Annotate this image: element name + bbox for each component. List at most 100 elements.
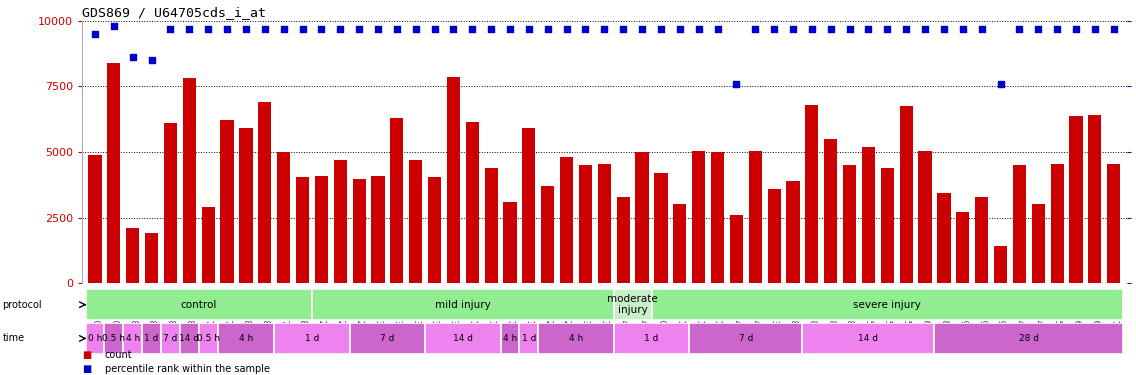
Text: 4 h: 4 h	[503, 334, 517, 343]
Bar	[391, 118, 403, 283]
Point	[236, 26, 254, 32]
Text: ■: ■	[82, 364, 91, 374]
Bar	[900, 106, 913, 283]
Point	[1029, 26, 1047, 32]
Point	[709, 26, 727, 32]
Point	[972, 26, 991, 32]
Bar	[975, 196, 988, 283]
Bar	[220, 120, 234, 283]
Point	[426, 26, 444, 32]
Point	[1086, 26, 1104, 32]
Bar	[749, 150, 762, 283]
Point	[218, 26, 236, 32]
Bar	[598, 164, 611, 283]
Bar	[613, 290, 652, 320]
Text: severe injury: severe injury	[853, 300, 921, 310]
Text: ■: ■	[82, 350, 91, 360]
Point	[690, 26, 708, 32]
Text: moderate
injury: moderate injury	[608, 294, 658, 315]
Bar	[541, 186, 554, 283]
Bar	[519, 323, 538, 354]
Point	[86, 31, 105, 37]
Point	[350, 26, 368, 32]
Bar	[786, 181, 800, 283]
Point	[746, 26, 765, 32]
Text: time: time	[2, 333, 24, 344]
Bar	[179, 323, 199, 354]
Text: GDS869 / U64705cds_i_at: GDS869 / U64705cds_i_at	[82, 6, 266, 20]
Point	[1049, 26, 1067, 32]
Point	[105, 23, 123, 29]
Bar	[295, 177, 309, 283]
Text: 7 d: 7 d	[738, 334, 753, 343]
Bar	[85, 323, 105, 354]
Bar	[674, 204, 686, 283]
Bar	[126, 228, 140, 283]
Bar	[274, 323, 350, 354]
Bar	[935, 323, 1124, 354]
Bar	[350, 323, 425, 354]
Point	[407, 26, 425, 32]
Text: 4 h: 4 h	[126, 334, 140, 343]
Bar	[802, 323, 935, 354]
Text: 14 d: 14 d	[859, 334, 878, 343]
Point	[199, 26, 217, 32]
Bar	[503, 202, 517, 283]
Bar	[85, 290, 312, 320]
Point	[670, 26, 688, 32]
Point	[142, 57, 160, 63]
Text: mild injury: mild injury	[435, 300, 491, 310]
Point	[897, 26, 916, 32]
Text: 14 d: 14 d	[453, 334, 473, 343]
Bar	[880, 168, 894, 283]
Bar	[937, 193, 951, 283]
Bar	[729, 215, 743, 283]
Bar	[218, 323, 274, 354]
Bar	[107, 63, 120, 283]
Bar	[538, 323, 613, 354]
Point	[633, 26, 651, 32]
Bar	[1088, 115, 1102, 283]
Point	[784, 26, 802, 32]
Bar	[142, 323, 161, 354]
Text: 1 d: 1 d	[304, 334, 319, 343]
Point	[387, 26, 406, 32]
Point	[821, 26, 840, 32]
Bar	[371, 176, 385, 283]
Bar	[692, 150, 705, 283]
Text: 1 d: 1 d	[521, 334, 536, 343]
Point	[803, 26, 821, 32]
Bar	[409, 160, 423, 283]
Bar	[1031, 204, 1045, 283]
Text: 4 h: 4 h	[569, 334, 583, 343]
Point	[727, 81, 745, 87]
Text: 0.5 h: 0.5 h	[102, 334, 125, 343]
Bar	[428, 177, 441, 283]
Point	[369, 26, 387, 32]
Point	[576, 26, 594, 32]
Point	[501, 26, 519, 32]
Bar	[446, 77, 460, 283]
Bar	[334, 160, 346, 283]
Text: 0.5 h: 0.5 h	[197, 334, 219, 343]
Bar	[161, 323, 179, 354]
Point	[652, 26, 670, 32]
Point	[954, 26, 972, 32]
Bar	[1108, 164, 1120, 283]
Bar	[1013, 165, 1026, 283]
Point	[935, 26, 953, 32]
Point	[538, 26, 557, 32]
Bar	[164, 123, 177, 283]
Bar	[994, 246, 1008, 283]
Point	[124, 54, 142, 60]
Bar	[918, 150, 932, 283]
Point	[482, 26, 500, 32]
Text: 28 d: 28 d	[1019, 334, 1038, 343]
Bar	[425, 323, 501, 354]
Point	[256, 26, 274, 32]
Bar	[635, 152, 649, 283]
Text: protocol: protocol	[2, 300, 42, 310]
Bar	[312, 290, 613, 320]
Point	[332, 26, 350, 32]
Bar	[711, 152, 724, 283]
